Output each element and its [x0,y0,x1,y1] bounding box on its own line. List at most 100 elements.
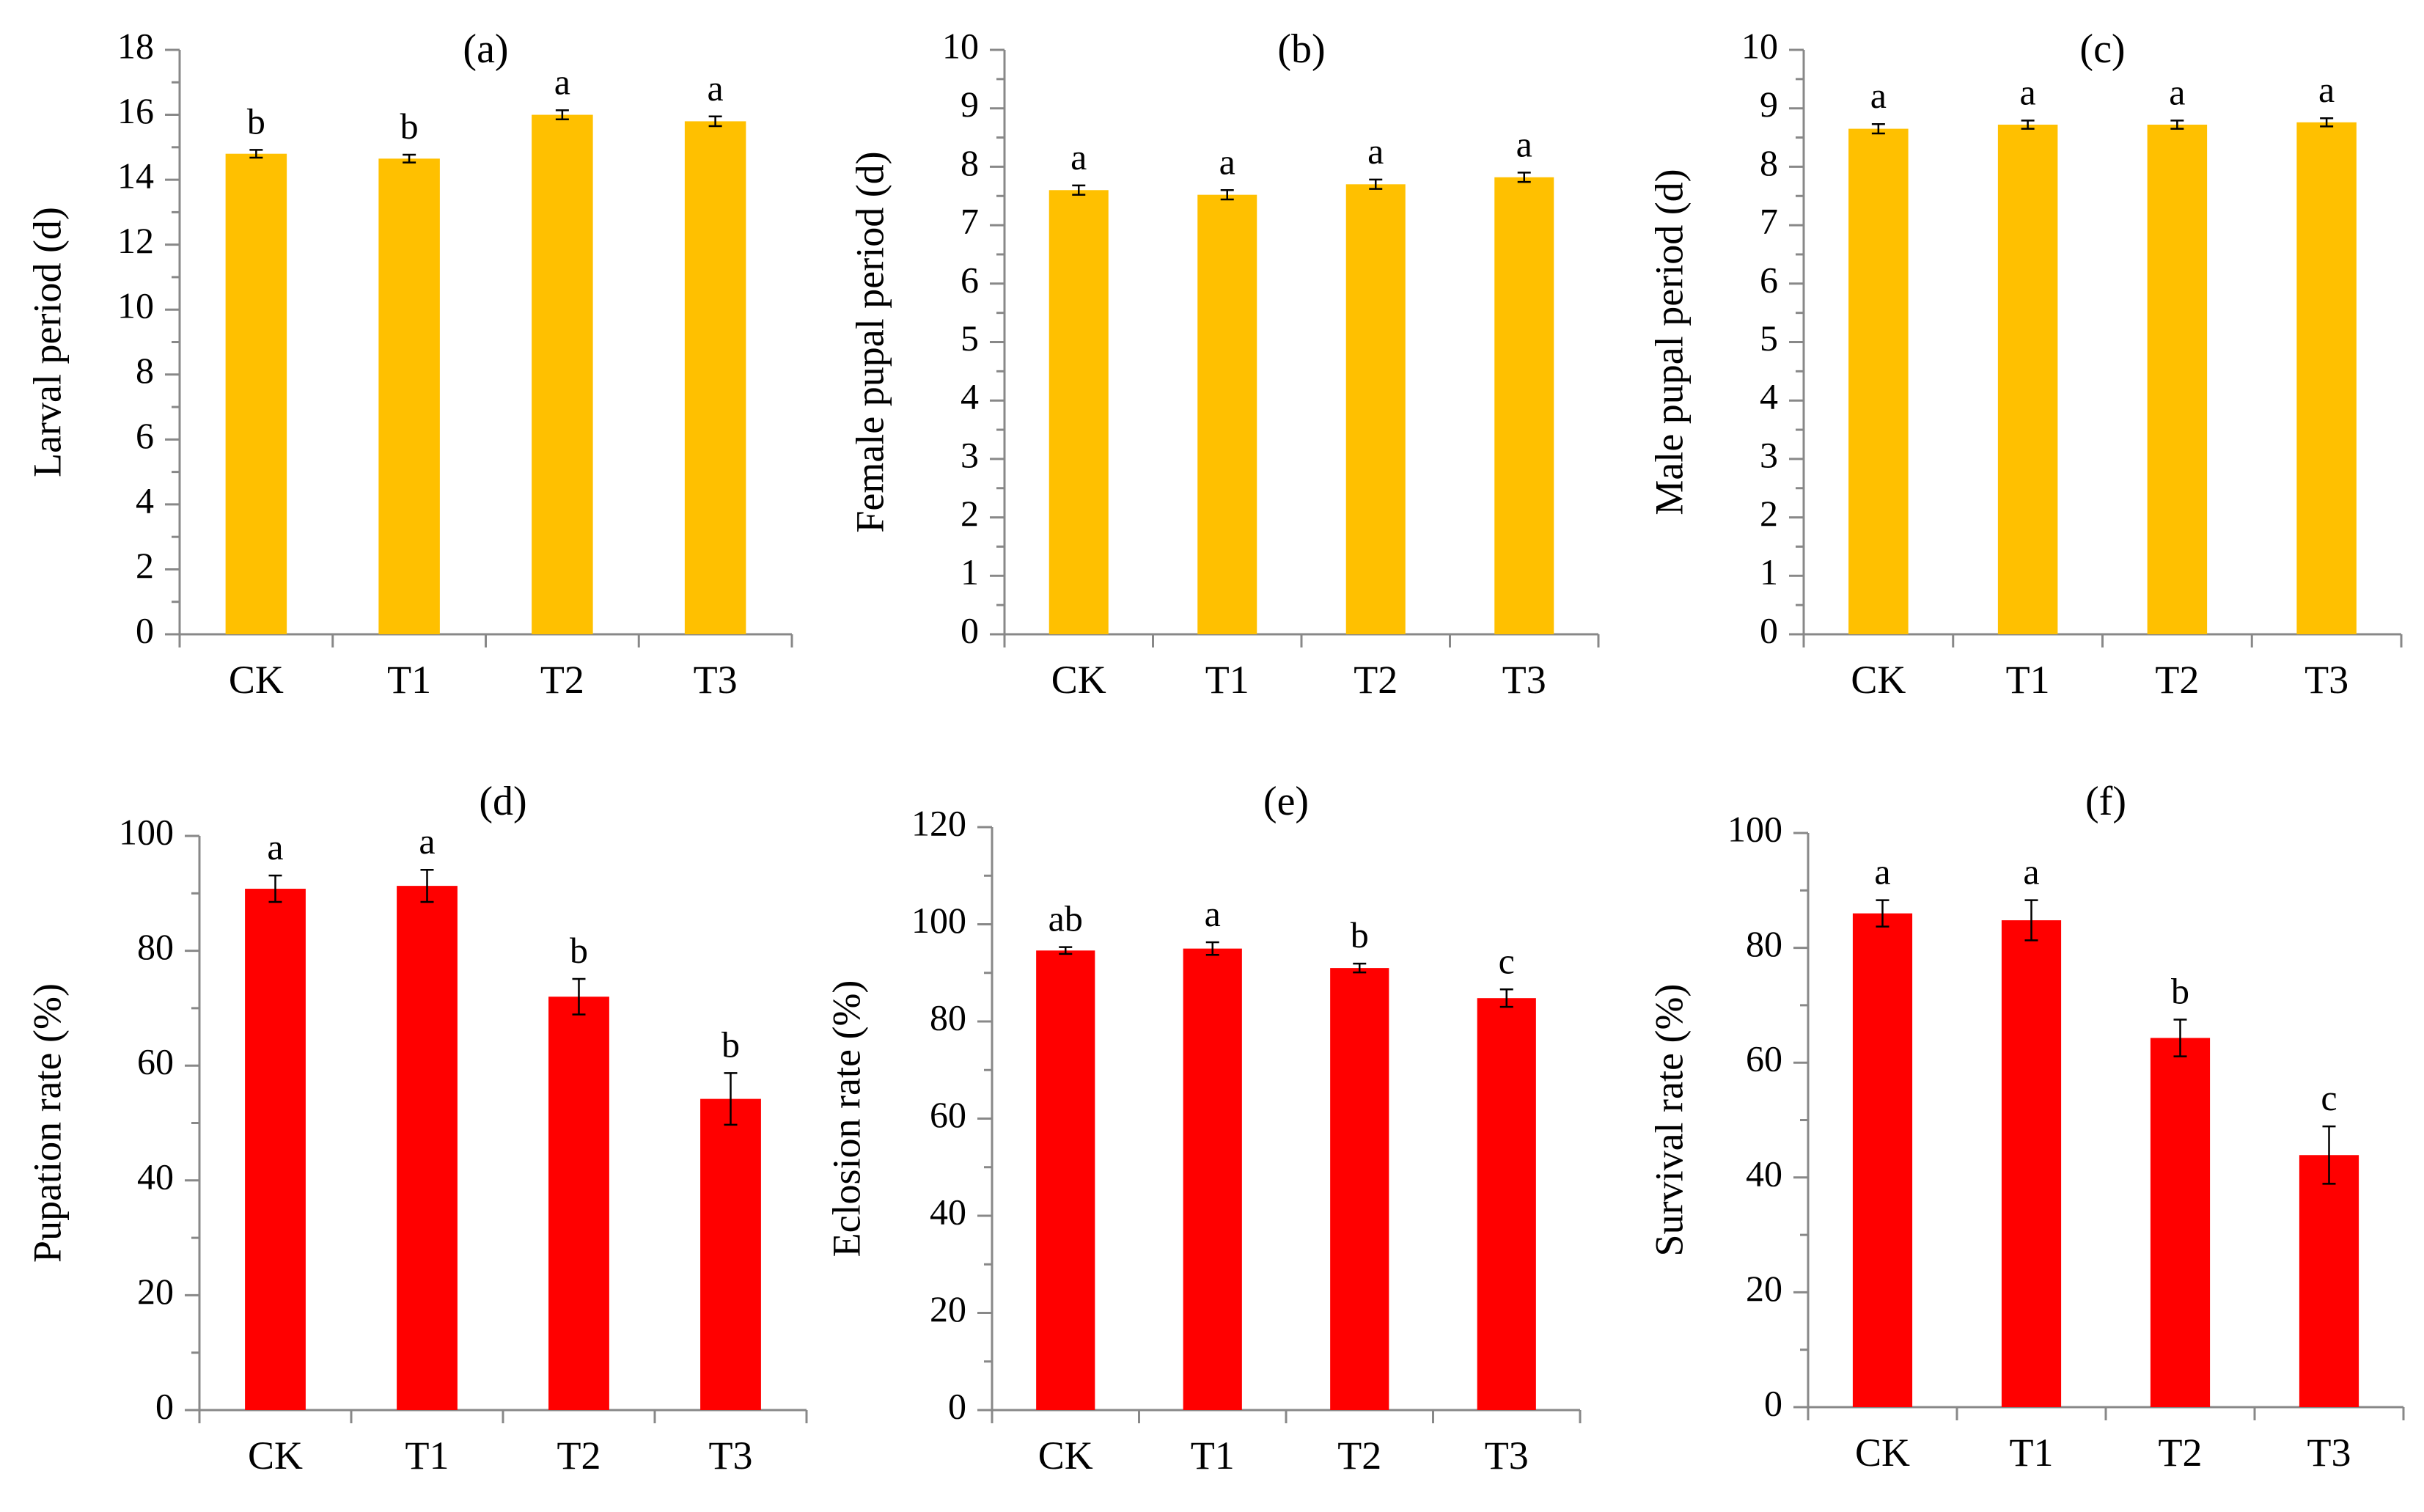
y-tick-label: 18 [117,25,154,66]
bar-t2 [548,997,609,1410]
y-tick-label: 80 [137,926,174,967]
panel-title: (b) [1277,26,1325,72]
bar-t2 [1330,968,1389,1410]
panel-title: (e) [1263,779,1309,824]
x-tick-label: CK [248,1434,303,1478]
y-tick-label: 20 [137,1271,174,1312]
y-tick-label: 10 [1741,25,1778,66]
x-tick-label: T3 [694,658,738,702]
significance-label: a [2023,851,2039,892]
significance-label: b [400,106,419,147]
panel-c: (c) Male pupal period (d) 0 1 2 3 4 5 6 7 8 9 10 a CK a… [1647,25,2403,702]
x-tick-label: T1 [387,658,431,702]
bar-t1 [1197,194,1257,634]
bar-t3 [1494,177,1554,635]
x-tick-label: T3 [709,1434,753,1478]
significance-label: a [708,67,724,109]
y-tick-label: 1 [961,551,979,592]
y-tick-label: 8 [1760,142,1778,183]
y-tick-label: 100 [1727,808,1782,849]
y-tick-label: 9 [1760,84,1778,125]
y-tick-label: 8 [136,350,154,391]
significance-label: a [554,61,570,102]
significance-label: b [2171,970,2189,1011]
y-axis-title: Male pupal period (d) [1647,169,1691,515]
y-tick-label: 0 [1764,1382,1782,1423]
y-tick-label: 60 [930,1094,966,1135]
panel-title: (f) [2085,779,2126,824]
significance-label: a [2318,69,2335,110]
panel-a: (a) Larval period (d) 0 2 4 6 8 10 12 14 16 18 b CK b T… [25,25,793,702]
bar-t2 [1345,184,1406,634]
y-tick-label: 16 [117,90,154,131]
y-tick-label: 6 [961,259,979,300]
y-tick-label: 5 [961,318,979,359]
bar-t1 [2001,920,2062,1407]
y-tick-label: 2 [136,545,154,586]
y-tick-label: 4 [1760,376,1778,417]
panel-b: (b) Female pupal period (d) 0 1 2 3 4 5 6 7 8 9 10 a C… [848,25,1600,702]
significance-label: a [1205,893,1221,934]
y-tick-label: 2 [961,493,979,534]
x-tick-label: T1 [405,1434,449,1478]
panel-title: (d) [479,779,526,824]
panel-f: (f) Survival rate (%) 0 20 40 60 80 100 a CK a T1 b T… [1647,779,2405,1475]
y-tick-label: 20 [1746,1268,1782,1309]
significance-label: a [2169,71,2185,112]
y-axis-title: Larval period (d) [25,207,69,477]
y-tick-label: 100 [119,811,174,852]
bar-t1 [1997,125,2058,635]
y-tick-label: 5 [1760,318,1778,359]
x-tick-label: CK [229,658,284,702]
significance-label: a [1070,136,1087,177]
y-tick-label: 1 [1760,551,1778,592]
bar-t3 [700,1098,761,1410]
significance-label: a [1219,141,1235,182]
bar-t3 [2299,1155,2359,1407]
y-axis-title: Female pupal period (d) [848,151,892,532]
y-tick-label: 0 [136,609,154,650]
significance-label: b [247,100,265,142]
bar-ck [245,889,306,1410]
bar-ck [1048,190,1109,634]
y-tick-label: 3 [961,434,979,475]
y-tick-label: 12 [117,220,154,261]
y-tick-label: 120 [911,802,966,843]
bar-ck [1848,128,1909,635]
y-tick-label: 60 [137,1041,174,1082]
y-tick-label: 6 [136,415,154,456]
significance-label: b [721,1024,740,1065]
significance-label: a [1367,131,1384,172]
significance-label: c [1499,940,1515,981]
panel-title: (a) [463,26,508,72]
bar-t2 [532,114,593,635]
x-tick-label: T2 [1354,658,1398,702]
bar-t2 [2147,125,2208,635]
significance-label: ab [1048,898,1083,939]
y-tick-label: 60 [1746,1038,1782,1079]
x-tick-label: T2 [2155,658,2199,702]
x-tick-label: T2 [2159,1431,2203,1475]
significance-label: b [1351,914,1369,955]
bar-t1 [1183,948,1242,1410]
x-tick-label: T2 [540,658,584,702]
x-tick-label: T1 [2006,658,2050,702]
significance-label: a [1870,75,1887,116]
x-tick-label: T1 [1191,1434,1235,1478]
x-tick-label: T1 [2010,1431,2054,1475]
x-tick-label: T3 [2304,658,2348,702]
y-tick-label: 0 [961,609,979,650]
panel-e: (e)Eclosion rate (%)020406080100120abCKa… [824,779,1582,1478]
significance-label: a [2020,71,2036,112]
significance-label: a [267,826,283,867]
bar-t3 [1477,998,1536,1410]
y-tick-label: 4 [961,376,979,417]
panel-title: (c) [2079,26,2125,72]
y-axis-title: Pupation rate (%) [25,983,69,1263]
x-tick-label: CK [1851,658,1906,702]
bar-t3 [2296,122,2357,634]
bar-t2 [2150,1038,2211,1407]
y-axis-title: Eclosion rate (%) [824,980,868,1258]
x-tick-label: T2 [1337,1434,1381,1478]
